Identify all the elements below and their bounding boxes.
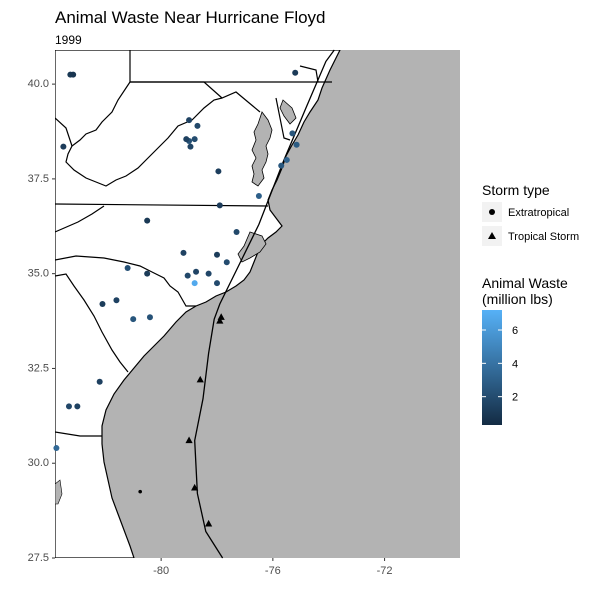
tennessee-border [55, 205, 105, 233]
facility-point [124, 264, 131, 271]
facility-point [194, 122, 201, 129]
map-layer [55, 50, 341, 558]
virginia-nc-border [55, 203, 269, 207]
storm-point-tropical [216, 317, 224, 324]
facility-point [255, 192, 262, 199]
florida-georgia-border [55, 431, 102, 437]
y-tick-label: 30.0 [28, 457, 49, 469]
y-tick-label: 35.0 [28, 268, 49, 280]
state-borders [55, 50, 332, 437]
nj-ny-border [299, 65, 319, 83]
chart-title: Animal Waste Near Hurricane Floyd [55, 8, 326, 27]
facility-point [205, 270, 212, 277]
legend-storm-type: Storm type Extratropical Tropical Storm [482, 182, 579, 246]
y-tick-label: 32.5 [28, 362, 49, 374]
chesapeake-bay [251, 111, 273, 187]
legend-circle-marker [489, 209, 495, 215]
facility-point [60, 143, 67, 150]
storm-point-tropical [205, 519, 213, 527]
colorbar-tick-label: 6 [512, 325, 518, 337]
legend-storm-type-title: Storm type [482, 182, 550, 198]
facility-point [53, 445, 60, 452]
facility-point [193, 268, 200, 275]
facility-point [184, 272, 191, 279]
legend-animal-waste: Animal Waste (million lbs) 2 4 6 [482, 275, 568, 425]
facility-point [99, 301, 106, 307]
chart-subtitle: 1999 [55, 33, 82, 47]
facility-point [180, 249, 187, 256]
facility-point [293, 141, 300, 148]
legend-waste-title-line2: (million lbs) [482, 291, 553, 307]
storm-track [138, 49, 335, 559]
georgia-sc-border [55, 273, 129, 373]
facility-point [233, 228, 240, 235]
legend-label-extratropical: Extratropical [508, 207, 569, 219]
x-tick-label: -72 [377, 565, 393, 577]
facility-point [96, 378, 103, 385]
delaware-bay [279, 99, 297, 125]
facility-point [187, 143, 194, 150]
storm-point-tropical [185, 436, 193, 444]
storm-point-tropical [191, 483, 199, 491]
storm-track-line [194, 49, 335, 559]
x-tick-label: -80 [153, 565, 169, 577]
y-tick-label: 27.5 [28, 552, 49, 564]
colorbar-tick-label: 4 [512, 358, 518, 370]
facility-point [144, 270, 151, 277]
colorbar [482, 310, 502, 425]
maryland-border [130, 81, 261, 113]
facility-point [223, 259, 230, 266]
facility-point [70, 71, 77, 78]
facility-point [215, 168, 222, 175]
facility-point [144, 217, 151, 224]
y-tick-label: 37.5 [28, 173, 49, 185]
delaware-border [275, 97, 291, 141]
x-axis: -80 -76 -72 [153, 558, 393, 577]
facility-point [191, 280, 198, 287]
florida-lake [55, 479, 63, 505]
west-virginia-border [65, 81, 223, 187]
storm-point-extratropical [138, 489, 142, 494]
legend-waste-title-line1: Animal Waste [482, 275, 568, 291]
facility-point [183, 136, 190, 143]
facility-point [216, 202, 223, 209]
nc-sc-border [55, 255, 196, 307]
facility-point [289, 130, 296, 137]
facility-point [214, 280, 220, 287]
colorbar-tick-label: 2 [512, 392, 518, 404]
facility-point [214, 251, 220, 258]
facility-point [191, 136, 198, 143]
facility-point [186, 117, 193, 124]
y-axis: 27.5 30.0 32.5 35.0 37.5 40.0 [28, 78, 55, 564]
land-mass [55, 50, 341, 558]
storm-point-tropical [196, 375, 204, 383]
facility-point [74, 403, 81, 410]
facility-point [146, 314, 153, 321]
kentucky-border [55, 117, 73, 147]
facility-point [113, 297, 120, 304]
facility-point [130, 316, 137, 323]
legend-triangle-marker [488, 232, 496, 239]
y-tick-label: 40.0 [28, 78, 49, 90]
facility-point [65, 403, 72, 410]
colorbar-ticks: 2 4 6 [482, 325, 518, 404]
facility-point [278, 162, 285, 169]
pamlico-sound [237, 231, 267, 263]
x-tick-label: -76 [265, 565, 281, 577]
facility-point [283, 156, 290, 163]
legend-label-tropical-storm: Tropical Storm [508, 231, 579, 243]
facility-point [292, 69, 299, 76]
facility-points [53, 69, 300, 452]
storm-point-tropical [217, 313, 225, 320]
